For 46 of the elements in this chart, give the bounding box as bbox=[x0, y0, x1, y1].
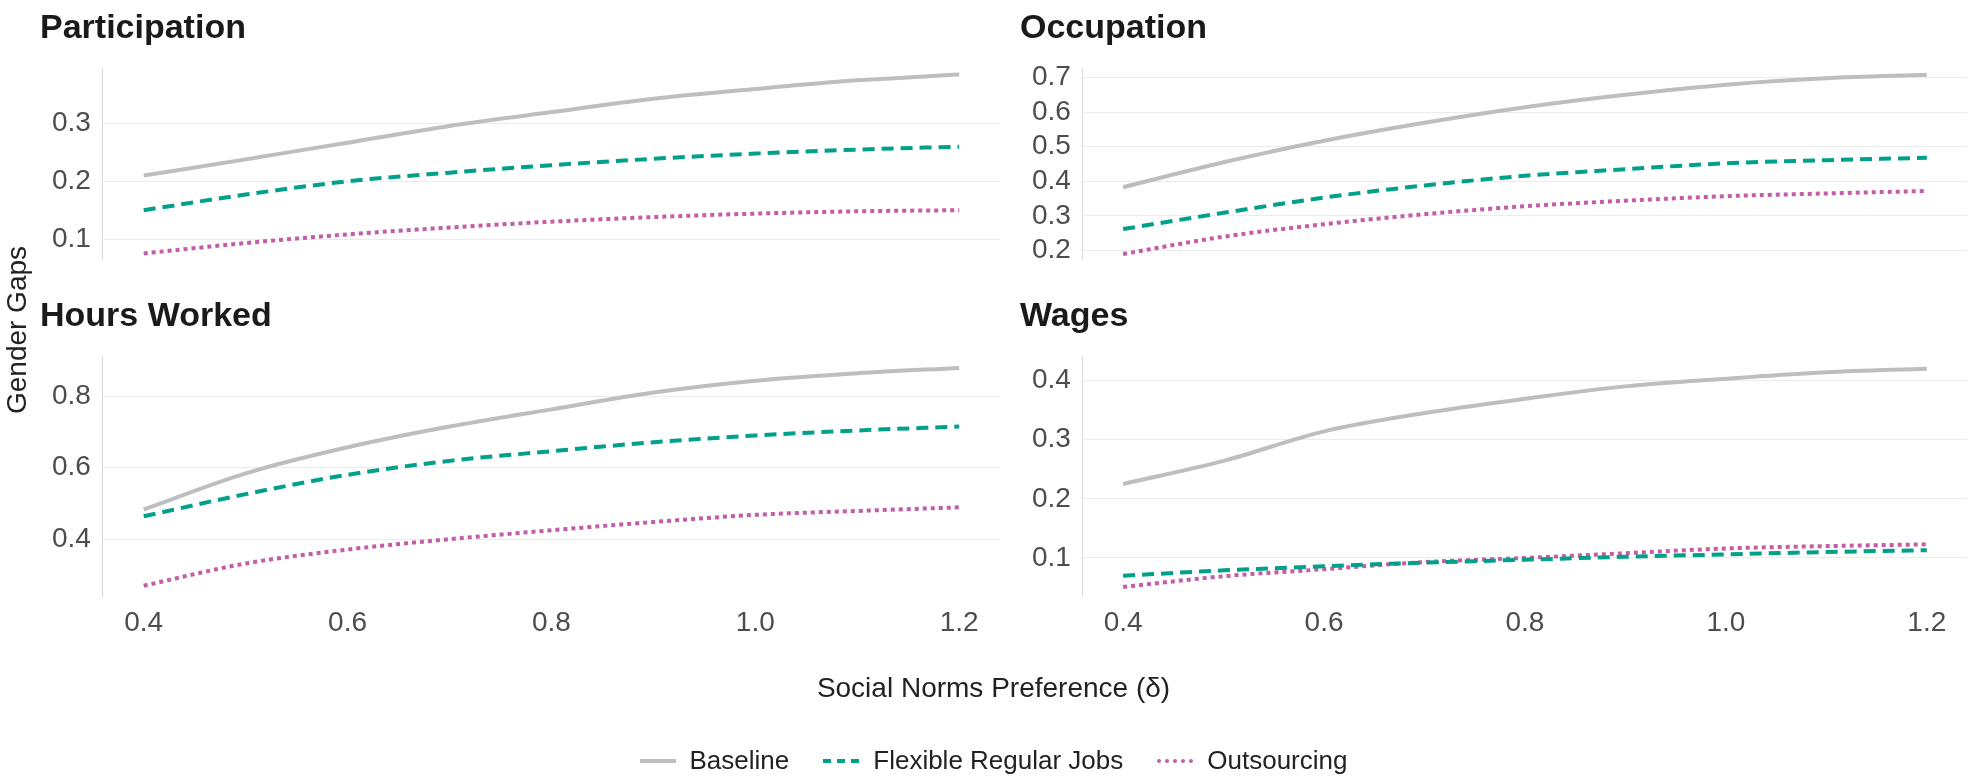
line-series bbox=[141, 424, 962, 519]
x-tick-label: 0.4 bbox=[1103, 605, 1143, 637]
y-axis-title: Gender Gaps bbox=[1, 245, 33, 415]
x-tick-label: 1.0 bbox=[735, 605, 775, 637]
line-series bbox=[141, 72, 962, 178]
y-tick-label: 0.7 bbox=[1031, 60, 1071, 92]
y-tick-label: 0.6 bbox=[51, 450, 91, 482]
x-tick-label: 0.8 bbox=[1505, 605, 1545, 637]
x-axis-title: Social Norms Preference (δ) bbox=[815, 672, 1172, 704]
x-tick-label: 0.4 bbox=[124, 605, 164, 637]
chart-title: Hours Worked bbox=[40, 294, 272, 333]
line-series bbox=[1121, 366, 1929, 486]
y-tick-label: 0.4 bbox=[1031, 363, 1071, 395]
chart-title: Wages bbox=[1020, 294, 1129, 333]
legend-label: Outsourcing bbox=[1207, 745, 1348, 776]
legend-label: Flexible Regular Jobs bbox=[873, 745, 1124, 776]
y-tick-label: 0.1 bbox=[1031, 540, 1071, 572]
x-tick-label: 0.6 bbox=[328, 605, 368, 637]
y-tick-label: 0.1 bbox=[51, 221, 91, 253]
y-tick-label: 0.3 bbox=[1031, 198, 1071, 230]
x-tick-label: 1.2 bbox=[939, 605, 979, 637]
y-tick-label: 0.2 bbox=[51, 164, 91, 196]
line-series bbox=[1121, 72, 1929, 190]
line-series bbox=[141, 144, 962, 213]
line-series bbox=[141, 208, 962, 256]
y-tick-label: 0.4 bbox=[1031, 164, 1071, 196]
legend-label: Baseline bbox=[689, 745, 790, 776]
line-series bbox=[141, 365, 962, 512]
x-tick-label: 0.8 bbox=[531, 605, 571, 637]
line-series bbox=[1121, 155, 1929, 232]
line-series bbox=[141, 505, 962, 588]
x-tick-label: 1.0 bbox=[1706, 605, 1746, 637]
line-series bbox=[1121, 542, 1929, 589]
y-tick-label: 0.3 bbox=[1031, 422, 1071, 454]
y-tick-label: 0.2 bbox=[1031, 481, 1071, 513]
chart-title: Occupation bbox=[1020, 6, 1208, 45]
chart-title: Participation bbox=[40, 6, 246, 45]
y-tick-label: 0.6 bbox=[1031, 94, 1071, 126]
y-tick-label: 0.8 bbox=[51, 378, 91, 410]
y-tick-label: 0.3 bbox=[51, 106, 91, 138]
y-tick-label: 0.5 bbox=[1031, 129, 1071, 161]
y-tick-label: 0.4 bbox=[51, 521, 91, 553]
x-tick-label: 0.6 bbox=[1304, 605, 1344, 637]
x-tick-label: 1.2 bbox=[1907, 605, 1947, 637]
y-tick-label: 0.2 bbox=[1031, 233, 1071, 265]
line-series bbox=[1121, 548, 1929, 578]
